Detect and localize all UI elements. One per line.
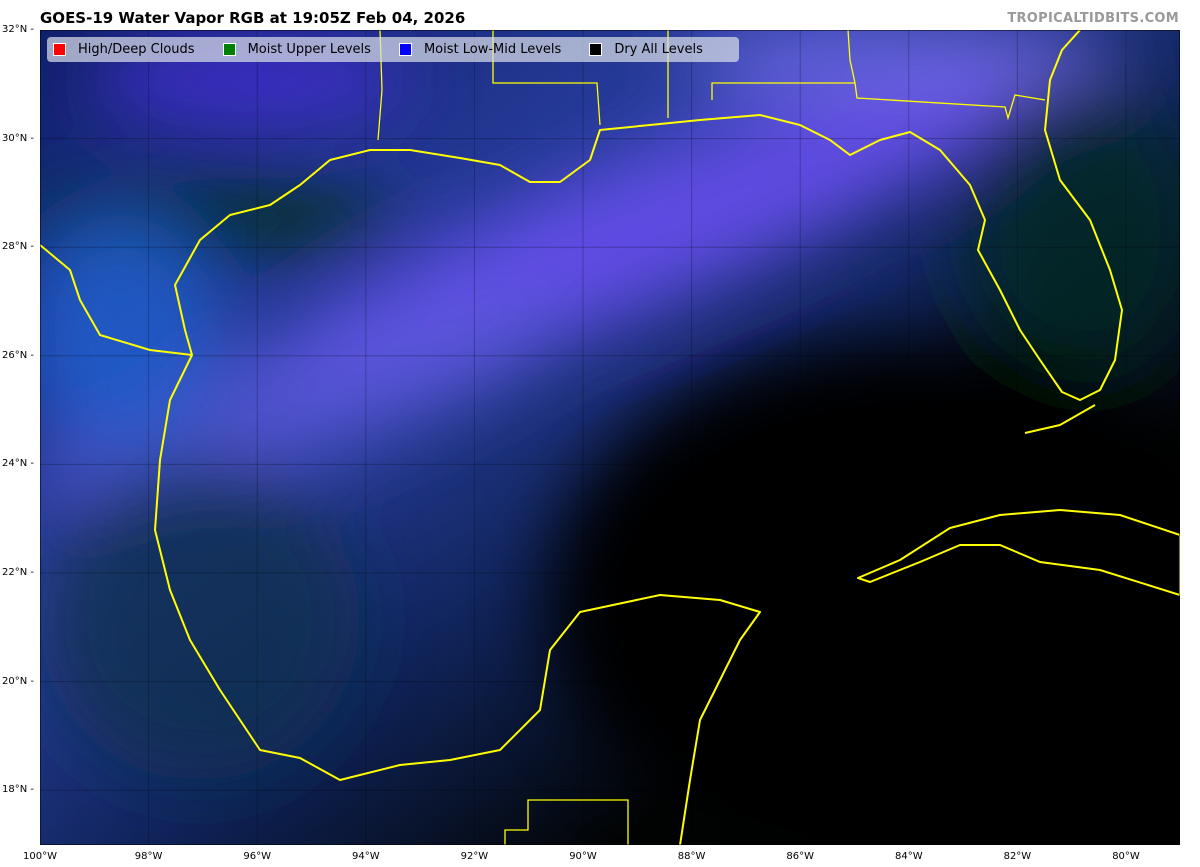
legend-label: Dry All Levels [614,42,703,57]
cuba-coast [857,509,1180,596]
legend-swatch [222,43,236,56]
lat-tick-label: 28°N - [2,241,34,253]
coastlines [40,30,1180,845]
lat-tick-label: 26°N - [2,349,34,361]
lon-tick-label: 92°W [460,851,489,862]
map-title: GOES-19 Water Vapor RGB at 19:05Z Feb 04… [40,9,466,27]
lat-tick-label: 22°N - [2,567,34,578]
legend-item-moist-upper: Moist Upper Levels [222,42,371,57]
legend-item-dry: Dry All Levels [589,42,703,57]
lon-tick-label: 96°W [243,851,271,862]
legend-label: High/Deep Clouds [78,42,195,57]
legend-label: Moist Low-Mid Levels [423,42,562,57]
us-gulf-coast [40,30,1123,401]
mexico-coast [154,354,761,845]
legend-swatch [53,43,66,56]
lon-tick-label: 90°W [569,851,597,862]
lon-tick-label: 94°W [351,851,380,862]
lon-tick-label: 84°W [894,851,923,862]
credit-watermark: TROPICALTIDBITS.COM [1007,11,1179,26]
lon-tick-label: 82°W [1003,851,1032,862]
lat-tick-label: 30°N - [2,132,34,144]
satellite-map [40,30,1180,845]
lon-tick-label: 100°W [23,851,57,862]
legend: High/Deep Clouds Moist Upper Levels Mois… [47,37,739,62]
legend-label: Moist Upper Levels [247,42,371,57]
lon-tick-label: 80°W [1112,851,1140,862]
lat-tick-label: 20°N - [2,675,34,687]
lon-tick-label: 98°W [134,851,163,862]
florida-keys [1024,404,1096,434]
legend-item-moist-low-mid: Moist Low-Mid Levels [398,42,562,57]
lon-tick-label: 88°W [677,851,706,862]
lat-tick-label: 18°N - [2,784,34,796]
lat-tick-label: 32°N - [2,24,34,35]
legend-swatch [589,43,603,56]
legend-item-high-deep-clouds: High/Deep Clouds [53,42,195,57]
lon-tick-label: 86°W [786,851,814,862]
legend-swatch [398,43,412,56]
lat-tick-label: 24°N - [2,458,34,470]
